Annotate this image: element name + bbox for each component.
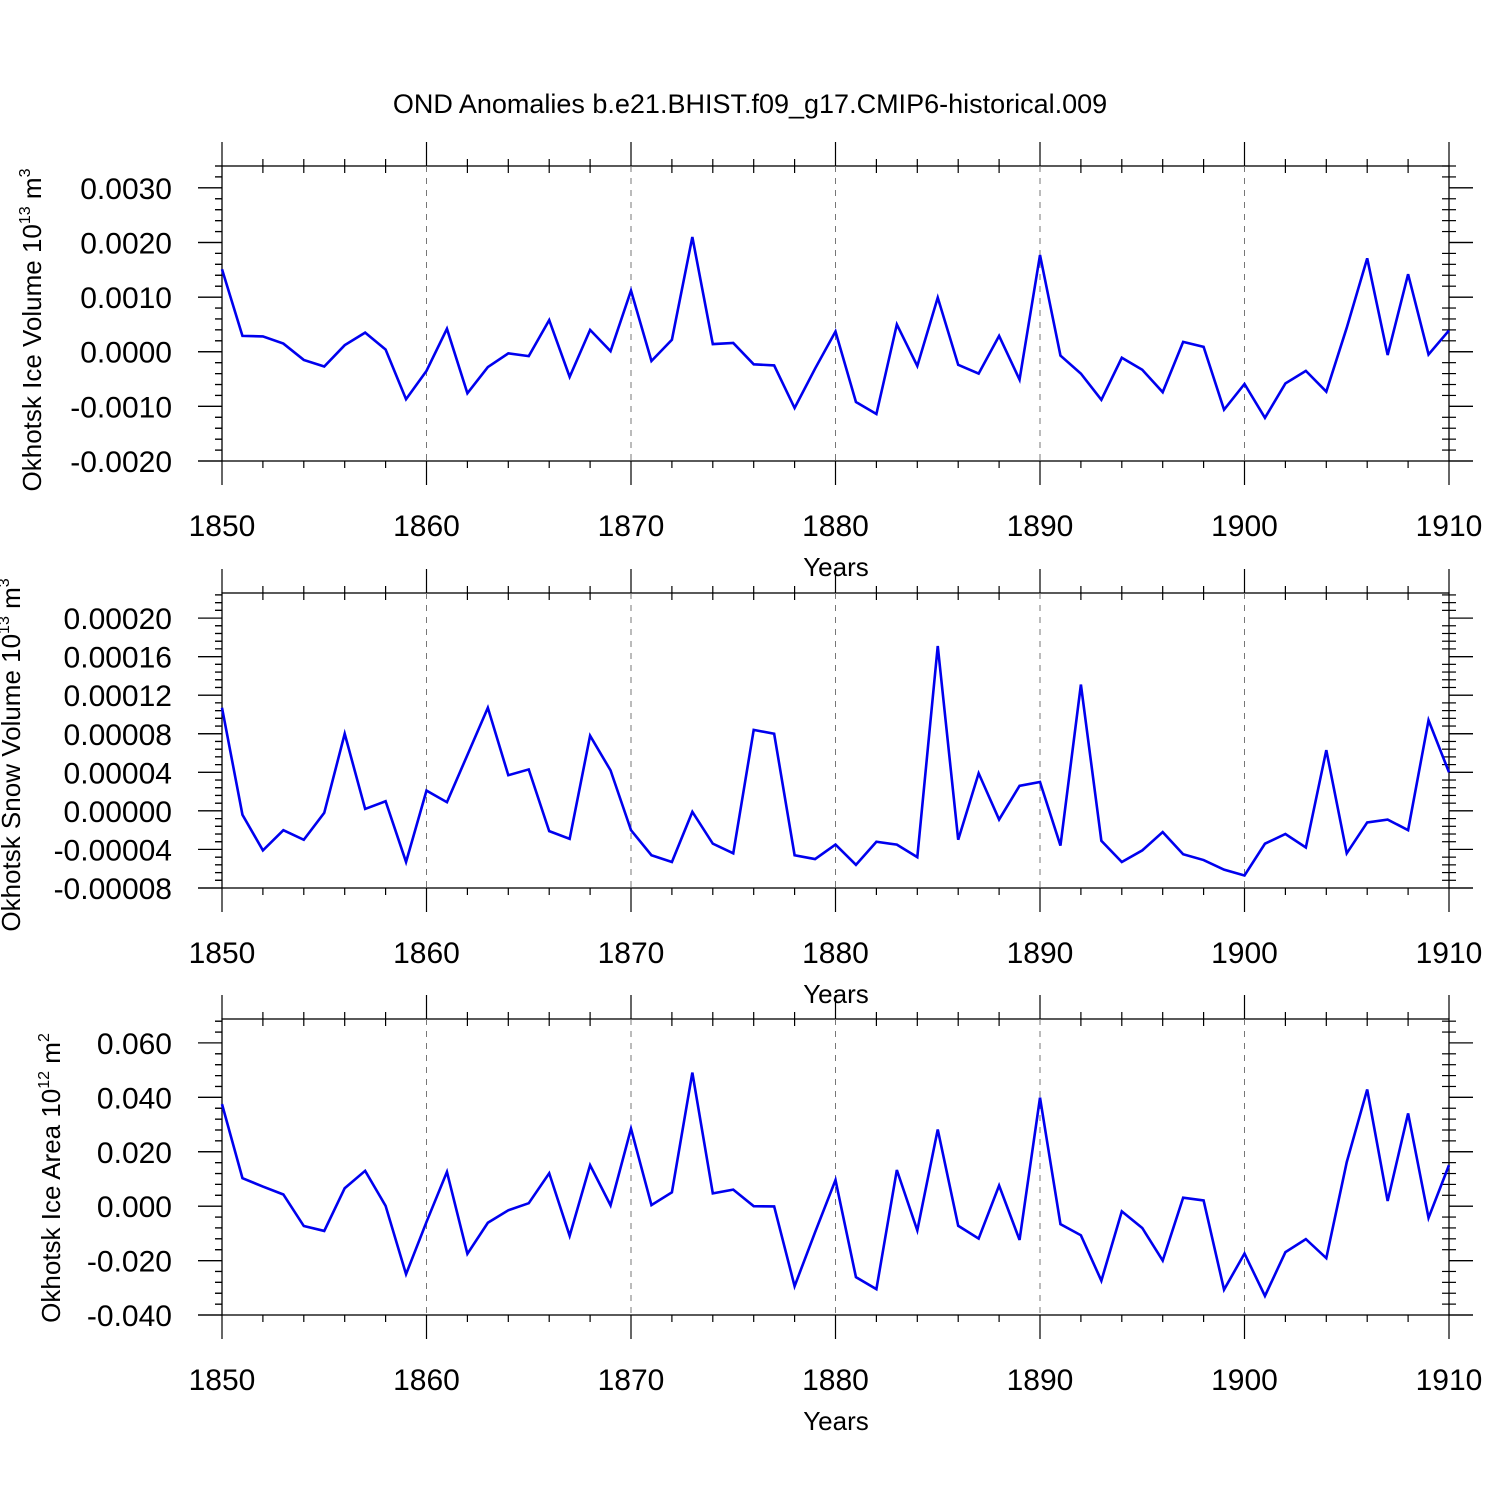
figure-title: OND Anomalies b.e21.BHIST.f09_g17.CMIP6-…: [393, 89, 1107, 119]
y-tick-label: -0.0010: [70, 391, 172, 424]
y-tick-label: -0.040: [87, 1300, 172, 1333]
axis-ticks: [198, 569, 1473, 912]
x-tick-label: 1910: [1416, 510, 1483, 543]
x-axis-title: Years: [803, 1406, 869, 1436]
y-axis-title-unit-exponent: 3: [17, 168, 34, 177]
x-tick-label: 1900: [1211, 510, 1278, 543]
gridlines: [426, 1019, 1245, 1315]
y-axis-title: Okhotsk Ice Volume 1013 m3: [17, 168, 47, 491]
y-tick-label: 0.0020: [80, 227, 172, 260]
y-axis-title-exponent: 13: [17, 206, 34, 224]
x-tick-label: 1850: [189, 510, 256, 543]
x-tick-label: 1890: [1007, 937, 1074, 970]
y-axis-title: Okhotsk Ice Area 1012 m2: [36, 1033, 66, 1323]
y-tick-label: 0.020: [97, 1137, 172, 1170]
y-tick-label: 0.00000: [64, 796, 172, 829]
tick-labels: 1850 1860 1870 1880 1890 1900 1910 0.00020 0.000…: [54, 603, 1483, 970]
x-tick-label: 1880: [802, 510, 869, 543]
x-tick-label: 1870: [598, 1364, 665, 1397]
y-tick-label: 0.00012: [64, 680, 172, 713]
y-axis-title-text: Okhotsk Ice Volume 10: [17, 224, 47, 491]
y-tick-label: -0.00008: [54, 873, 172, 906]
x-tick-label: 1870: [598, 510, 665, 543]
x-tick-label: 1890: [1007, 510, 1074, 543]
y-tick-label: 0.0030: [80, 173, 172, 206]
x-tick-label: 1880: [802, 937, 869, 970]
x-tick-label: 1860: [393, 510, 460, 543]
y-axis-title-unit-exponent: 2: [36, 1033, 53, 1042]
y-axis-title-exponent: 12: [36, 1071, 53, 1089]
panel-snow-volume: 1850 1860 1870 1880 1890 1900 1910 0.00020 0.000…: [0, 569, 1482, 1009]
series-line-ice-volume: [220, 236, 1450, 421]
y-tick-label: 0.0000: [80, 337, 172, 370]
y-tick-label: 0.040: [97, 1082, 172, 1115]
y-tick-label: 0.00020: [64, 603, 172, 636]
tick-labels: 1850 1860 1870 1880 1890 1900 1910 0.060 0.040 0.…: [87, 1028, 1482, 1397]
y-axis-title-text: Okhotsk Ice Area 10: [36, 1089, 66, 1323]
panel-ice-area: 1850 1860 1870 1880 1890 1900 1910 0.060 0.040 0.…: [36, 995, 1482, 1436]
tick-labels: 1850 1860 1870 1880 1890 1900 1910 0.0030 0.0020…: [70, 173, 1482, 543]
panel-ice-volume: 1850 1860 1870 1880 1890 1900 1910 0.0030 0.0020…: [17, 142, 1482, 582]
x-tick-label: 1870: [598, 937, 665, 970]
x-tick-label: 1860: [393, 1364, 460, 1397]
x-tick-label: 1880: [802, 1364, 869, 1397]
y-tick-label: 0.00016: [64, 642, 172, 675]
y-axis-title: Okhotsk Snow Volume 1013 m3: [0, 578, 26, 931]
gridlines: [426, 166, 1245, 461]
x-tick-label: 1860: [393, 937, 460, 970]
y-tick-label: 0.00004: [64, 757, 172, 790]
series-line-snow-volume: [220, 645, 1451, 877]
y-tick-label: 0.0010: [80, 282, 172, 315]
x-tick-label: 1900: [1211, 937, 1278, 970]
x-tick-label: 1850: [189, 937, 256, 970]
y-axis-title-unit: m: [0, 587, 26, 616]
x-tick-label: 1900: [1211, 1364, 1278, 1397]
y-axis-title-unit-exponent: 3: [0, 578, 13, 587]
x-tick-label: 1850: [189, 1364, 256, 1397]
gridlines: [426, 593, 1245, 888]
series-line-ice-area: [220, 1072, 1451, 1299]
y-tick-label: -0.020: [87, 1246, 172, 1279]
y-axis-title-text: Okhotsk Snow Volume 10: [0, 634, 26, 932]
x-tick-label: 1910: [1416, 1364, 1483, 1397]
y-tick-label: -0.00004: [54, 834, 172, 867]
y-tick-label: 0.000: [97, 1191, 172, 1224]
axis-ticks: [198, 142, 1473, 485]
y-tick-label: -0.0020: [70, 446, 172, 479]
y-axis-title-unit: m: [17, 177, 47, 206]
x-tick-label: 1910: [1416, 937, 1483, 970]
y-tick-label: 0.00008: [64, 719, 172, 752]
y-tick-label: 0.060: [97, 1028, 172, 1061]
y-axis-title-exponent: 13: [0, 616, 13, 634]
y-axis-title-unit: m: [36, 1042, 66, 1071]
x-tick-label: 1890: [1007, 1364, 1074, 1397]
